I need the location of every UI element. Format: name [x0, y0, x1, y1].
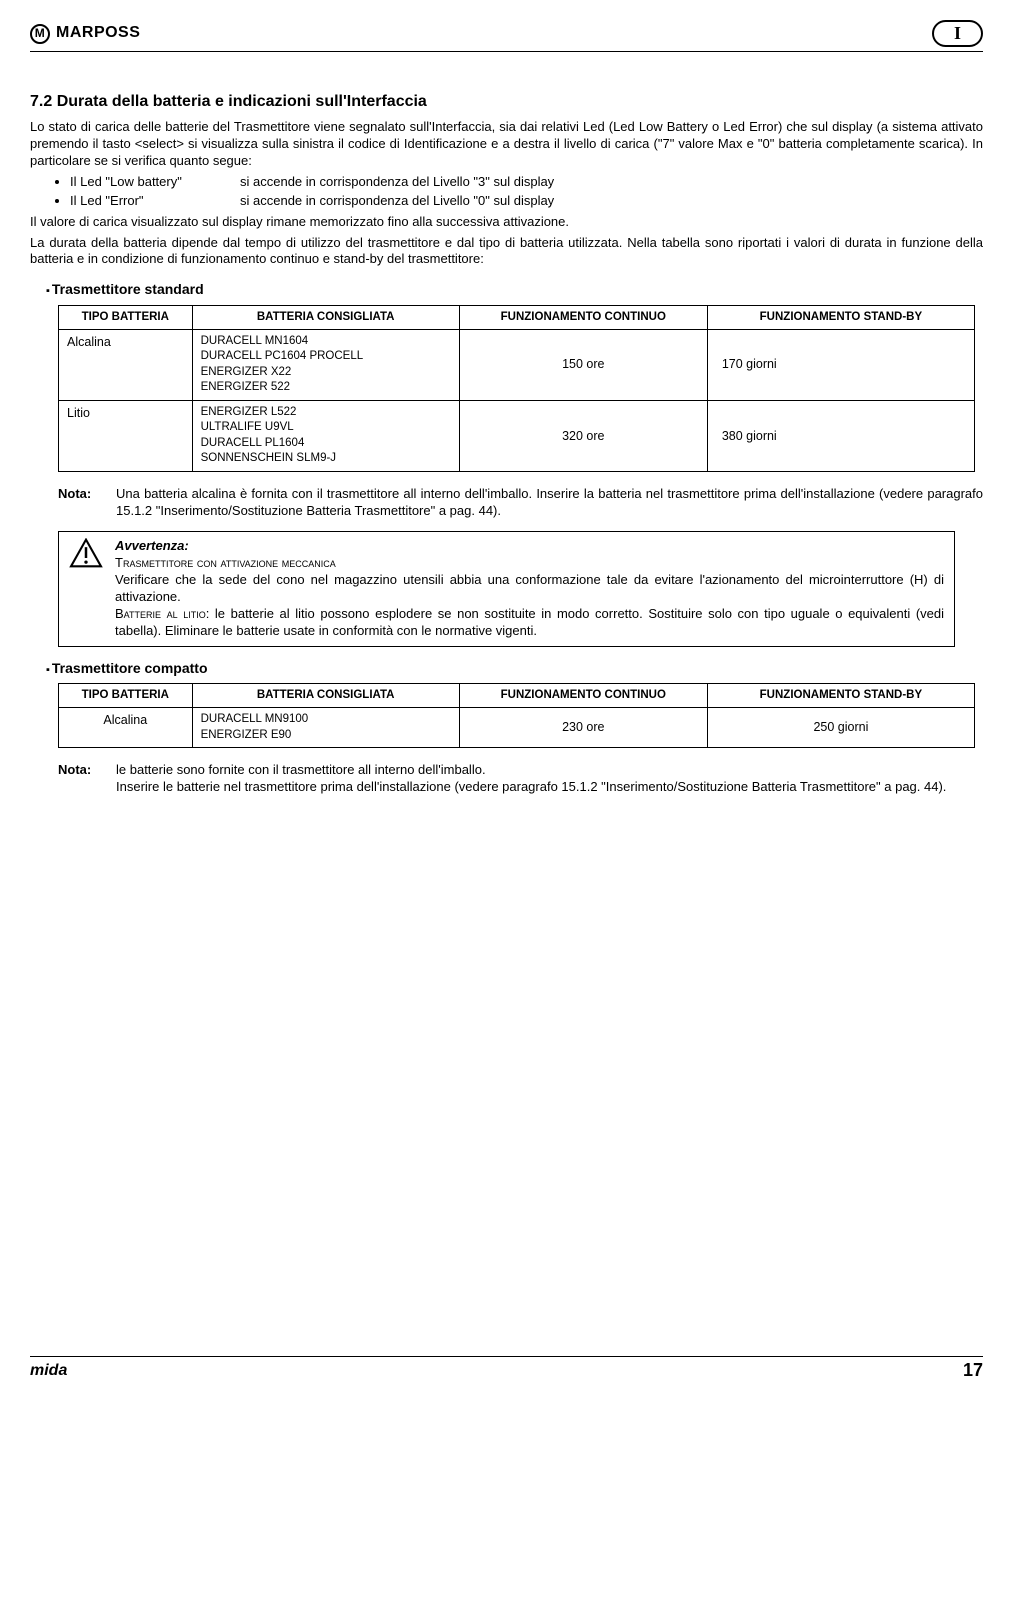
cell-type: Alcalina: [59, 329, 193, 400]
brand-logo: M MARPOSS: [30, 23, 140, 44]
bullet-desc: si accende in corrispondenza del Livello…: [240, 174, 554, 191]
table-row: Alcalina DURACELL MN1604 DURACELL PC1604…: [59, 329, 975, 400]
warning-title: Avvertenza:: [115, 538, 944, 555]
note-label: Nota:: [58, 486, 116, 520]
cell-stby: 170 giorni: [707, 329, 974, 400]
logo-icon: M: [30, 24, 50, 44]
warning-icon: [69, 538, 103, 568]
rec-line: DURACELL MN9100: [201, 712, 451, 728]
th-cont: FUNZIONAMENTO CONTINUO: [459, 305, 707, 329]
cell-stby: 380 giorni: [707, 400, 974, 471]
warning-body: Avvertenza: Trasmettitore con attivazion…: [115, 538, 944, 639]
cell-stby: 250 giorni: [707, 708, 974, 748]
cell-rec: ENERGIZER L522 ULTRALIFE U9VL DURACELL P…: [192, 400, 459, 471]
cell-rec: DURACELL MN9100 ENERGIZER E90: [192, 708, 459, 748]
rec-line: SONNENSCHEIN SLM9-J: [201, 451, 451, 467]
section-badge: I: [932, 20, 983, 47]
warning-line-3: Batterie al litio: le batterie al litio …: [115, 606, 944, 640]
standard-table: TIPO BATTERIA BATTERIA CONSIGLIATA FUNZI…: [58, 305, 975, 472]
cell-rec: DURACELL MN1604 DURACELL PC1604 PROCELL …: [192, 329, 459, 400]
cell-cont: 150 ore: [459, 329, 707, 400]
standard-heading: Trasmettitore standard: [46, 280, 983, 298]
note-line-1: le batterie sono fornite con il trasmett…: [116, 762, 983, 779]
after-paragraph-1: Il valore di carica visualizzato sul dis…: [30, 214, 983, 231]
compact-heading: Trasmettitore compatto: [46, 659, 983, 677]
note-line-2: Inserire le batterie nel trasmettitore p…: [116, 779, 983, 796]
note-body: le batterie sono fornite con il trasmett…: [116, 762, 983, 796]
page-header: M MARPOSS I: [30, 20, 983, 52]
th-rec: BATTERIA CONSIGLIATA: [192, 684, 459, 708]
brand-text: MARPOSS: [56, 23, 140, 44]
th-stby: FUNZIONAMENTO STAND-BY: [707, 684, 974, 708]
page-footer: mida 17: [30, 1356, 983, 1382]
rec-line: DURACELL MN1604: [201, 334, 451, 350]
cell-type: Alcalina: [59, 708, 193, 748]
footer-brand: mida: [30, 1361, 67, 1382]
after-paragraph-2: La durata della batteria dipende dal tem…: [30, 235, 983, 269]
cell-type: Litio: [59, 400, 193, 471]
table-header-row: TIPO BATTERIA BATTERIA CONSIGLIATA FUNZI…: [59, 305, 975, 329]
bullet-low-battery: Il Led "Low battery" si accende in corri…: [70, 174, 983, 191]
bullet-desc: si accende in corrispondenza del Livello…: [240, 193, 554, 210]
cell-cont: 230 ore: [459, 708, 707, 748]
note-body: Una batteria alcalina è fornita con il t…: [116, 486, 983, 520]
bullet-label: Il Led "Low battery": [70, 174, 240, 191]
th-stby: FUNZIONAMENTO STAND-BY: [707, 305, 974, 329]
rec-line: DURACELL PC1604 PROCELL: [201, 349, 451, 365]
led-bullet-list: Il Led "Low battery" si accende in corri…: [70, 174, 983, 210]
note-label: Nota:: [58, 762, 116, 796]
warning-line-3-rest: : le batterie al litio possono esplodere…: [115, 606, 944, 638]
rec-line: DURACELL PL1604: [201, 436, 451, 452]
bullet-error: Il Led "Error" si accende in corrisponde…: [70, 193, 983, 210]
warning-line-3-prefix: Batterie al litio: [115, 606, 206, 621]
table-row: Alcalina DURACELL MN9100 ENERGIZER E90 2…: [59, 708, 975, 748]
rec-line: ENERGIZER E90: [201, 728, 451, 744]
th-rec: BATTERIA CONSIGLIATA: [192, 305, 459, 329]
rec-line: ULTRALIFE U9VL: [201, 420, 451, 436]
warning-box: Avvertenza: Trasmettitore con attivazion…: [58, 531, 955, 646]
warning-line-2: Verificare che la sede del cono nel maga…: [115, 572, 944, 606]
intro-paragraph: Lo stato di carica delle batterie del Tr…: [30, 119, 983, 170]
rec-line: ENERGIZER L522: [201, 405, 451, 421]
warning-line-1: Trasmettitore con attivazione meccanica: [115, 555, 944, 572]
bullet-label: Il Led "Error": [70, 193, 240, 210]
th-cont: FUNZIONAMENTO CONTINUO: [459, 684, 707, 708]
compact-table: TIPO BATTERIA BATTERIA CONSIGLIATA FUNZI…: [58, 683, 975, 748]
th-type: TIPO BATTERIA: [59, 305, 193, 329]
compact-note: Nota: le batterie sono fornite con il tr…: [58, 762, 983, 796]
cell-cont: 320 ore: [459, 400, 707, 471]
th-type: TIPO BATTERIA: [59, 684, 193, 708]
table-header-row: TIPO BATTERIA BATTERIA CONSIGLIATA FUNZI…: [59, 684, 975, 708]
standard-note: Nota: Una batteria alcalina è fornita co…: [58, 486, 983, 520]
section-title: 7.2 Durata della batteria e indicazioni …: [30, 92, 983, 113]
page-number: 17: [963, 1359, 983, 1382]
table-row: Litio ENERGIZER L522 ULTRALIFE U9VL DURA…: [59, 400, 975, 471]
rec-line: ENERGIZER X22: [201, 365, 451, 381]
rec-line: ENERGIZER 522: [201, 380, 451, 396]
